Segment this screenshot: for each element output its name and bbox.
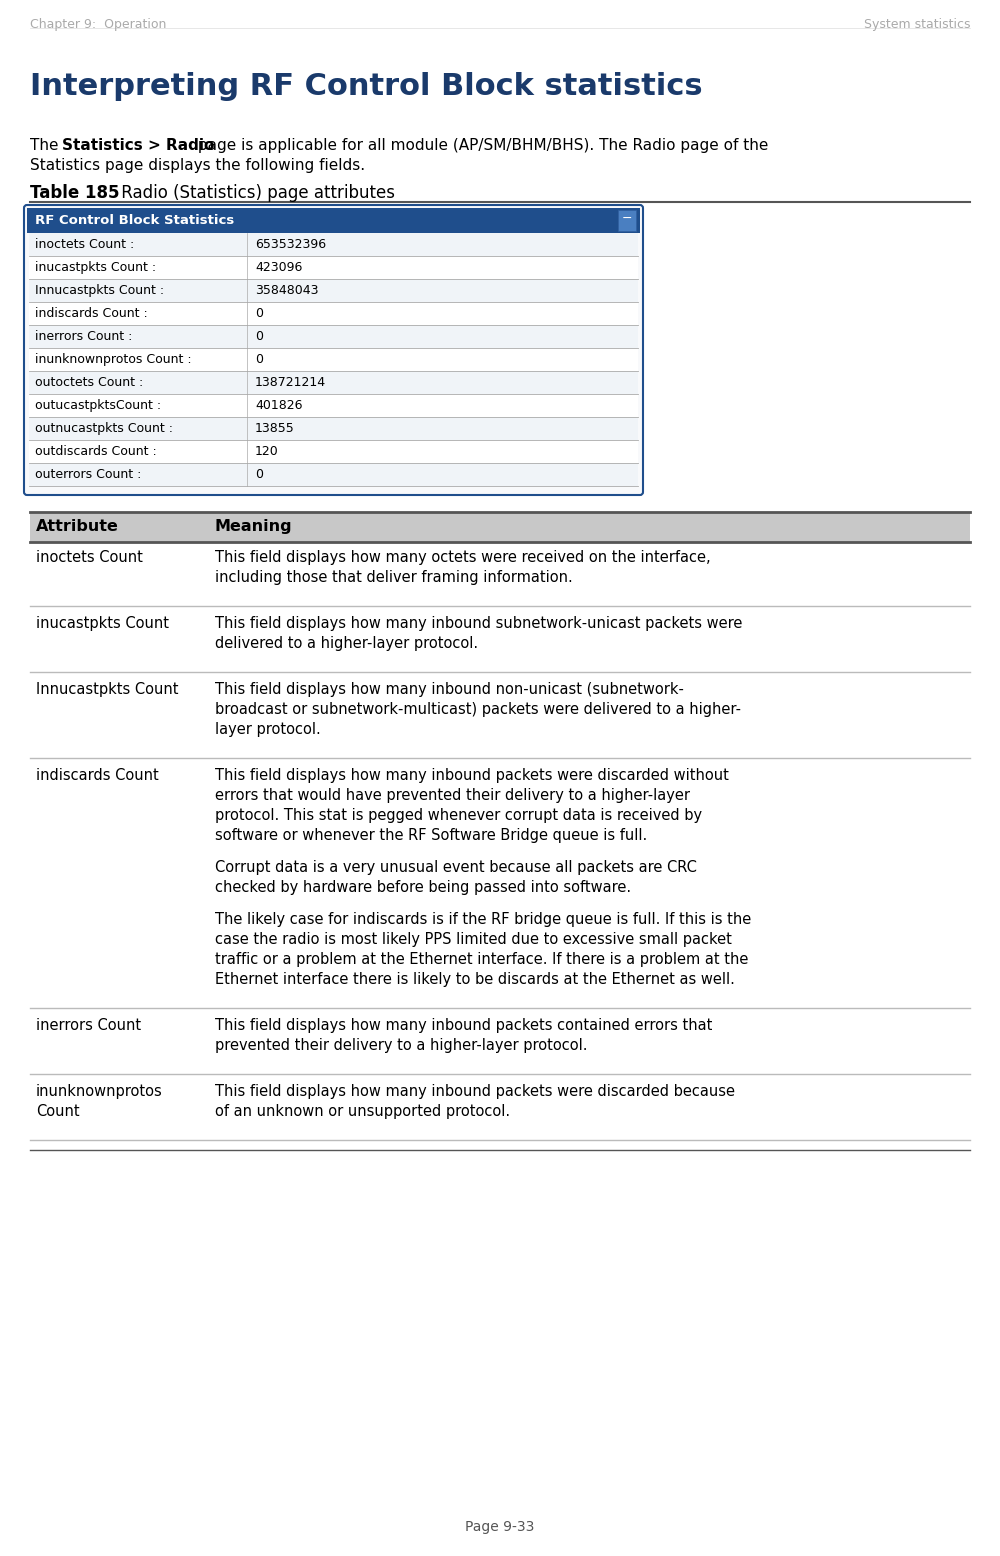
Bar <box>30 512 970 541</box>
Text: inunknownprotos Count :: inunknownprotos Count : <box>35 353 192 366</box>
Bar <box>29 440 638 464</box>
Text: Count: Count <box>36 1105 80 1119</box>
Bar <box>29 302 638 325</box>
Bar <box>29 370 638 394</box>
Text: The: The <box>30 138 63 152</box>
Text: software or whenever the RF Software Bridge queue is full.: software or whenever the RF Software Bri… <box>215 828 647 843</box>
Text: outucastpktsCount :: outucastpktsCount : <box>35 398 161 412</box>
Text: 120: 120 <box>255 445 279 457</box>
Text: inoctets Count :: inoctets Count : <box>35 238 134 251</box>
Text: Innucastpkts Count: Innucastpkts Count <box>36 682 178 697</box>
Text: of an unknown or unsupported protocol.: of an unknown or unsupported protocol. <box>215 1105 510 1119</box>
Text: 0: 0 <box>255 330 263 342</box>
Text: errors that would have prevented their delivery to a higher-layer: errors that would have prevented their d… <box>215 787 690 803</box>
Text: outdiscards Count :: outdiscards Count : <box>35 445 157 457</box>
Text: Statistics page displays the following fields.: Statistics page displays the following f… <box>30 159 365 173</box>
Bar <box>29 279 638 302</box>
Text: Innucastpkts Count :: Innucastpkts Count : <box>35 285 164 297</box>
Text: outnucastpkts Count :: outnucastpkts Count : <box>35 422 173 436</box>
Text: RF Control Block Statistics: RF Control Block Statistics <box>35 215 234 227</box>
Bar <box>27 209 640 233</box>
Text: inunknownprotos: inunknownprotos <box>36 1085 163 1099</box>
Bar <box>29 233 638 257</box>
Bar <box>29 417 638 440</box>
Text: 0: 0 <box>255 468 263 481</box>
Text: Interpreting RF Control Block statistics: Interpreting RF Control Block statistics <box>30 72 703 101</box>
Bar <box>29 257 638 279</box>
Text: prevented their delivery to a higher-layer protocol.: prevented their delivery to a higher-lay… <box>215 1038 588 1053</box>
Text: protocol. This stat is pegged whenever corrupt data is received by: protocol. This stat is pegged whenever c… <box>215 808 702 823</box>
Text: Page 9-33: Page 9-33 <box>465 1520 535 1534</box>
Bar <box>29 325 638 349</box>
Text: case the radio is most likely PPS limited due to excessive small packet: case the radio is most likely PPS limite… <box>215 932 732 948</box>
Text: The likely case for indiscards is if the RF bridge queue is full. If this is the: The likely case for indiscards is if the… <box>215 912 751 927</box>
Bar <box>29 464 638 485</box>
FancyBboxPatch shape <box>24 205 643 495</box>
Text: inoctets Count: inoctets Count <box>36 549 143 565</box>
Text: outerrors Count :: outerrors Count : <box>35 468 141 481</box>
Text: 0: 0 <box>255 353 263 366</box>
Text: 423096: 423096 <box>255 261 302 274</box>
Text: Statistics > Radio: Statistics > Radio <box>62 138 214 152</box>
Text: indiscards Count :: indiscards Count : <box>35 307 148 321</box>
Text: −: − <box>622 212 632 226</box>
Text: Corrupt data is a very unusual event because all packets are CRC: Corrupt data is a very unusual event bec… <box>215 860 697 874</box>
Text: inucastpkts Count: inucastpkts Count <box>36 616 169 632</box>
Text: indiscards Count: indiscards Count <box>36 769 159 783</box>
Text: page is applicable for all module (AP/SM/BHM/BHS). The Radio page of the: page is applicable for all module (AP/SM… <box>193 138 768 152</box>
Text: 35848043: 35848043 <box>255 285 318 297</box>
Text: inerrors Count :: inerrors Count : <box>35 330 132 342</box>
Text: Table 185: Table 185 <box>30 184 120 202</box>
Text: layer protocol.: layer protocol. <box>215 722 321 738</box>
Bar <box>29 349 638 370</box>
Text: This field displays how many inbound packets were discarded because: This field displays how many inbound pac… <box>215 1085 735 1099</box>
Text: Meaning: Meaning <box>215 520 293 534</box>
Text: inerrors Count: inerrors Count <box>36 1018 141 1033</box>
Bar <box>618 210 636 230</box>
Text: This field displays how many inbound packets contained errors that: This field displays how many inbound pac… <box>215 1018 712 1033</box>
Text: traffic or a problem at the Ethernet interface. If there is a problem at the: traffic or a problem at the Ethernet int… <box>215 952 748 966</box>
Text: 653532396: 653532396 <box>255 238 326 251</box>
Text: checked by hardware before being passed into software.: checked by hardware before being passed … <box>215 881 631 895</box>
Text: 0: 0 <box>255 307 263 321</box>
Text: Ethernet interface there is likely to be discards at the Ethernet as well.: Ethernet interface there is likely to be… <box>215 972 735 987</box>
Text: Radio (Statistics) page attributes: Radio (Statistics) page attributes <box>116 184 395 202</box>
Text: This field displays how many inbound packets were discarded without: This field displays how many inbound pac… <box>215 769 729 783</box>
Text: 13855: 13855 <box>255 422 295 436</box>
Text: This field displays how many inbound subnetwork-unicast packets were: This field displays how many inbound sub… <box>215 616 742 632</box>
Text: Attribute: Attribute <box>36 520 119 534</box>
Text: delivered to a higher-layer protocol.: delivered to a higher-layer protocol. <box>215 636 478 650</box>
Text: 138721214: 138721214 <box>255 377 326 389</box>
Text: 401826: 401826 <box>255 398 302 412</box>
Text: including those that deliver framing information.: including those that deliver framing inf… <box>215 569 573 585</box>
Text: This field displays how many octets were received on the interface,: This field displays how many octets were… <box>215 549 711 565</box>
Text: Chapter 9:  Operation: Chapter 9: Operation <box>30 19 166 31</box>
Text: This field displays how many inbound non-unicast (subnetwork-: This field displays how many inbound non… <box>215 682 684 697</box>
Text: outoctets Count :: outoctets Count : <box>35 377 143 389</box>
Text: inucastpkts Count :: inucastpkts Count : <box>35 261 156 274</box>
Text: System statistics: System statistics <box>864 19 970 31</box>
Text: broadcast or subnetwork-multicast) packets were delivered to a higher-: broadcast or subnetwork-multicast) packe… <box>215 702 741 717</box>
Bar <box>29 394 638 417</box>
